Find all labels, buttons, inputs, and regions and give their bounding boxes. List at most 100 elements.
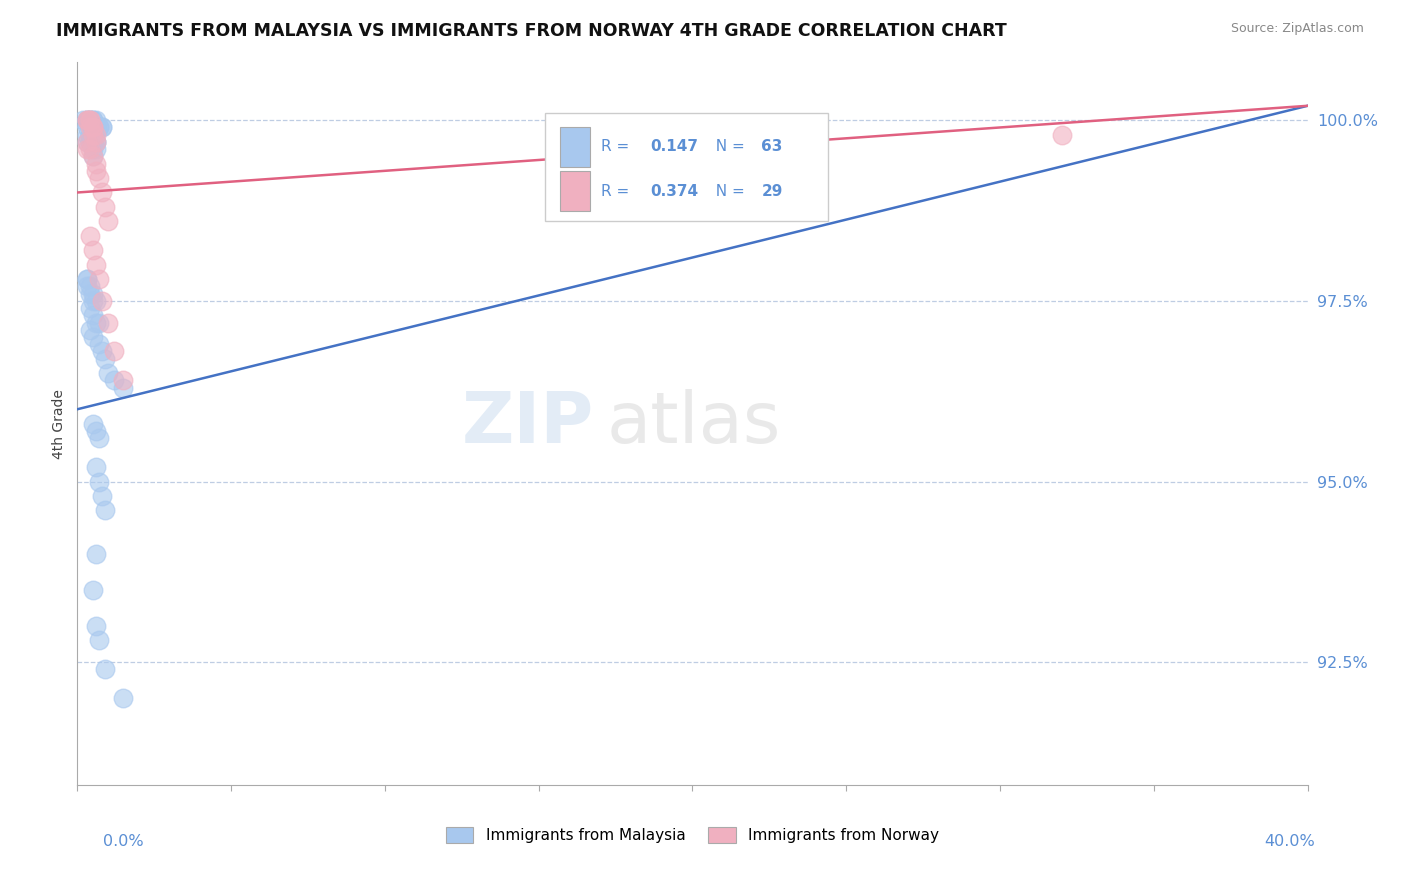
Point (87, 272, 110, 286)
Point (84, 128, 107, 142)
Point (97, 214, 120, 228)
Point (84, 120, 107, 135)
FancyBboxPatch shape (546, 113, 828, 221)
Point (94, 503, 117, 517)
Point (79, 128, 101, 142)
Point (90, 293, 114, 308)
Point (87, 337, 110, 351)
Point (90, 120, 114, 135)
Point (87, 431, 110, 445)
Text: ZIP: ZIP (461, 389, 595, 458)
Point (79, 113, 101, 128)
Point (79, 279, 101, 293)
Point (84, 316, 107, 330)
Point (84, 619, 107, 633)
Text: atlas: atlas (606, 389, 780, 458)
Point (79, 228, 101, 243)
Point (103, 373, 125, 387)
Point (84, 460, 107, 475)
Text: 29: 29 (762, 184, 783, 199)
Point (87, 316, 110, 330)
Point (79, 120, 101, 135)
Text: 40.0%: 40.0% (1264, 834, 1315, 849)
Point (76, 135, 98, 149)
Point (82, 582, 104, 597)
Point (87, 475, 110, 489)
Point (87, 633, 110, 648)
Point (82, 120, 104, 135)
Point (79, 301, 101, 315)
Point (94, 351, 117, 366)
Point (82, 244, 104, 258)
Point (72, 113, 94, 128)
Point (90, 186, 114, 200)
Point (90, 120, 114, 135)
Point (79, 113, 101, 128)
Point (76, 113, 98, 128)
Point (97, 316, 120, 330)
Text: IMMIGRANTS FROM MALAYSIA VS IMMIGRANTS FROM NORWAY 4TH GRADE CORRELATION CHART: IMMIGRANTS FROM MALAYSIA VS IMMIGRANTS F… (56, 22, 1007, 40)
Point (82, 142, 104, 156)
Point (79, 135, 101, 149)
Point (76, 113, 98, 128)
Point (84, 135, 107, 149)
Point (97, 366, 120, 380)
Point (87, 120, 110, 135)
Point (84, 135, 107, 149)
Point (79, 142, 101, 156)
Point (82, 135, 104, 149)
Point (84, 113, 107, 128)
Point (76, 120, 98, 135)
Point (112, 380, 135, 394)
Point (112, 691, 135, 706)
Point (94, 662, 117, 676)
Point (79, 113, 101, 128)
Point (82, 293, 104, 308)
Text: R =: R = (602, 139, 634, 154)
Point (76, 113, 98, 128)
Point (82, 135, 104, 149)
Text: Source: ZipAtlas.com: Source: ZipAtlas.com (1230, 22, 1364, 36)
Point (79, 128, 101, 142)
Text: R =: R = (602, 184, 634, 199)
Point (82, 149, 104, 163)
Point (84, 424, 107, 438)
Point (82, 149, 104, 163)
Point (87, 120, 110, 135)
Text: 63: 63 (762, 139, 783, 154)
Point (79, 286, 101, 301)
Point (82, 286, 104, 301)
Point (84, 293, 107, 308)
Point (76, 279, 98, 293)
Point (76, 135, 98, 149)
Point (94, 200, 117, 214)
Point (90, 489, 114, 503)
Point (76, 272, 98, 286)
Point (84, 120, 107, 135)
Point (79, 323, 101, 337)
Point (76, 272, 98, 286)
Point (87, 171, 110, 186)
Point (82, 128, 104, 142)
Point (90, 344, 114, 359)
Point (82, 113, 104, 128)
Point (79, 135, 101, 149)
Text: 0.147: 0.147 (651, 139, 699, 154)
Bar (560, 170, 591, 211)
Legend: Immigrants from Malaysia, Immigrants from Norway: Immigrants from Malaysia, Immigrants fro… (440, 822, 945, 849)
Point (84, 547, 107, 561)
Point (84, 258, 107, 272)
Point (76, 142, 98, 156)
Point (84, 163, 107, 178)
Point (84, 120, 107, 135)
Point (82, 308, 104, 322)
Bar (560, 128, 591, 167)
Point (76, 128, 98, 142)
Point (1050, 128, 1073, 142)
Point (82, 113, 104, 128)
Point (82, 120, 104, 135)
Point (103, 344, 125, 359)
Text: 0.0%: 0.0% (103, 834, 143, 849)
Point (84, 156, 107, 170)
Y-axis label: 4th Grade: 4th Grade (52, 389, 66, 458)
